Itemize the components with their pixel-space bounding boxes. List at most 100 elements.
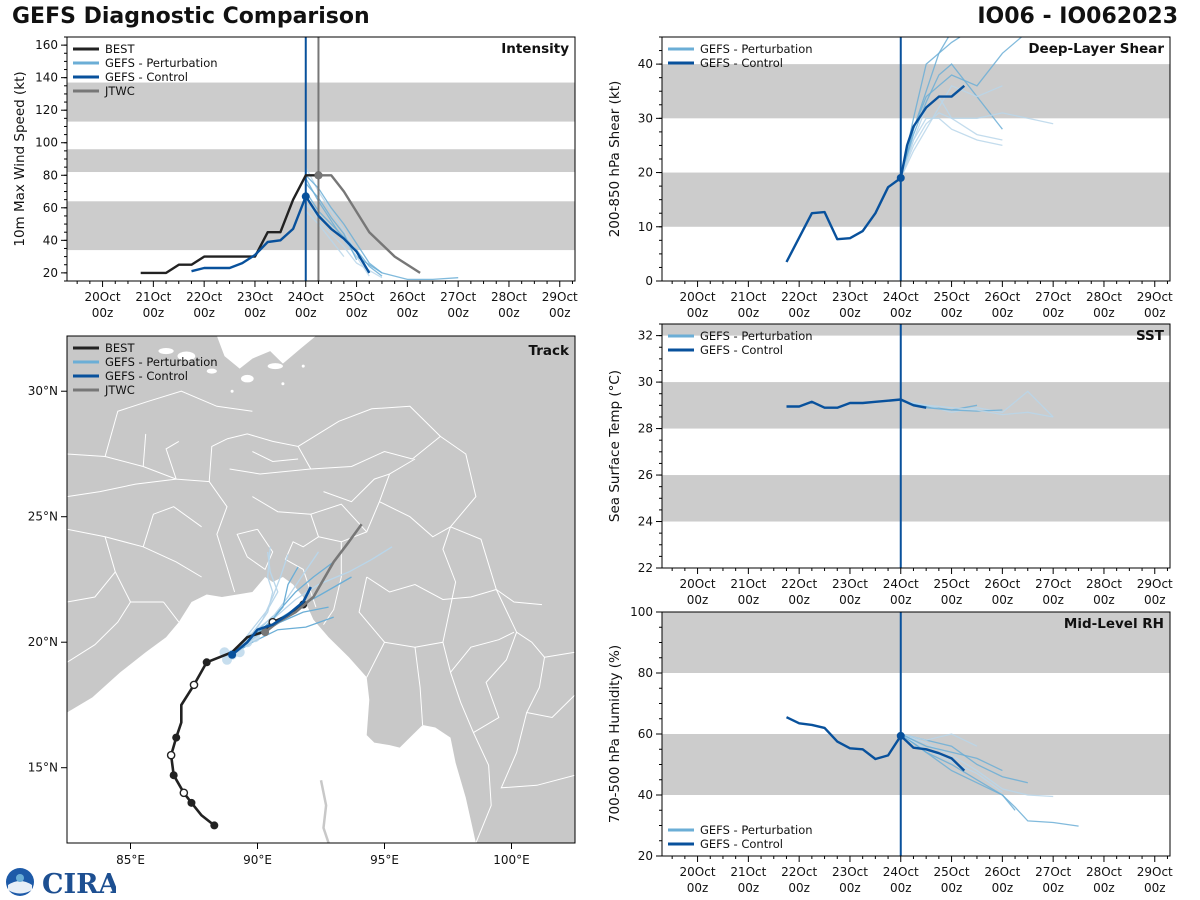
rh-x-tick-label-hour: 00z [839, 881, 861, 895]
rh-band-1 [662, 612, 1170, 673]
legend-label-best: BEST [105, 341, 135, 355]
rh-x-tick-label-date: 22Oct [781, 865, 817, 879]
intensity-x-tick-label-hour: 00z [549, 306, 571, 320]
intensity-x-tick-label-date: 20Oct [85, 290, 121, 304]
intensity-panel: 20Oct 00z 21Oct 00z 22Oct 00z 23Oct 00z 24Oct 00z… [12, 36, 578, 320]
intensity-y-tick-label: 100 [35, 136, 58, 150]
admin-border [440, 435, 543, 606]
bay-of-bengal-water [67, 577, 476, 843]
lake [158, 348, 174, 355]
rh-y-tick-label: 20 [638, 849, 653, 863]
sst-x-tick-label-date: 24Oct [883, 577, 919, 591]
intensity-x-tick-label-date: 27Oct [440, 290, 476, 304]
admin-border [358, 576, 386, 678]
track-series-best-marker-open [166, 750, 176, 760]
admin-border [142, 506, 202, 547]
track-series-best-marker [169, 771, 178, 780]
admin-border [165, 440, 180, 480]
admin-border [142, 433, 147, 467]
intensity-x-tick-label-date: 29Oct [542, 290, 578, 304]
shear-panel: 20Oct 00z 21Oct 00z 22Oct 00z 23Oct 00z 24Oct 00z… [607, 36, 1173, 320]
shear-x-tick-label-hour: 00z [1042, 306, 1064, 320]
sst-y-tick-label: 30 [638, 375, 653, 389]
sst-x-tick-label-hour: 00z [1093, 593, 1115, 607]
rh-plot-area [662, 612, 1170, 856]
shear-x-tick-label-hour: 00z [1093, 306, 1115, 320]
intensity-x-tick-label-hour: 00z [193, 306, 215, 320]
rh-ensemble-member [900, 733, 978, 747]
shear-x-tick-label-date: 27Oct [1035, 290, 1071, 304]
intensity-y-tick-label: 40 [43, 233, 58, 247]
legend-label-gefs-perturbation: GEFS - Perturbation [700, 823, 813, 837]
admin-border [67, 571, 116, 603]
sst-frame [661, 323, 1171, 569]
intensity-plot-area [67, 37, 575, 281]
sst-x-tick-label-date: 28Oct [1086, 577, 1122, 591]
intensity-x-tick-label-hour: 00z [92, 306, 114, 320]
intensity-x-tick-label-hour: 00z [143, 306, 165, 320]
lake [206, 368, 217, 374]
track-y-tick-label: 20°N [28, 635, 58, 649]
sst-y-axis-label: Sea Surface Temp (°C) [607, 370, 623, 522]
sst-y-tick-label: 24 [638, 515, 653, 529]
shear-x-tick-label-date: 24Oct [883, 290, 919, 304]
intensity-x-tick-label-hour: 00z [244, 306, 266, 320]
legend-label-gefs-perturbation: GEFS - Perturbation [700, 329, 813, 343]
rh-x-tick-label-date: 27Oct [1035, 865, 1071, 879]
legend-label-gefs-control: GEFS - Control [700, 343, 783, 357]
rh-series-gefs-control-marker [896, 731, 905, 740]
shear-ensemble-member [900, 84, 1003, 179]
rh-y-axis-label: 700-500 hPa Humidity (%) [607, 645, 623, 823]
track-x-tick-label: 100°E [493, 853, 530, 867]
track-x-tick-label: 85°E [116, 853, 145, 867]
admin-border [67, 601, 131, 663]
shear-x-tick-label-hour: 00z [687, 306, 709, 320]
rh-x-tick-label-hour: 00z [941, 881, 963, 895]
cira-logo: CIRA [6, 868, 116, 898]
sst-x-tick-label-date: 29Oct [1137, 577, 1173, 591]
sst-x-tick-label-date: 25Oct [934, 577, 970, 591]
admin-border [500, 712, 575, 789]
admin-border [442, 526, 457, 643]
shear-x-tick-label-hour: 00z [992, 306, 1014, 320]
rh-panel-label: Mid-Level RH [1064, 616, 1164, 632]
admin-border [318, 536, 342, 625]
shear-plot-area [662, 37, 1170, 281]
track-series-gefs-control [231, 586, 312, 656]
shear-x-tick-label-hour: 00z [738, 306, 760, 320]
shear-x-tick-label-hour: 00z [941, 306, 963, 320]
admin-border [104, 390, 253, 457]
admin-border [379, 501, 451, 538]
admin-border [163, 601, 180, 623]
lake [301, 364, 305, 368]
admin-border [67, 478, 177, 498]
sst-x-tick-label-hour: 00z [738, 593, 760, 607]
rh-x-tick-label-date: 26Oct [984, 865, 1020, 879]
lake [230, 389, 234, 393]
shear-x-tick-label-date: 21Oct [730, 290, 766, 304]
intensity-y-tick-label: 160 [35, 38, 58, 52]
track-y-tick-label: 25°N [28, 510, 58, 524]
rh-x-tick-label-hour: 00z [1144, 881, 1166, 895]
legend-label-gefs-perturbation: GEFS - Perturbation [700, 42, 813, 56]
shear-x-tick-label-hour: 00z [788, 306, 810, 320]
intensity-series-gefs-control-marker [301, 192, 310, 201]
lake [281, 382, 285, 386]
intensity-y-tick-label: 120 [35, 103, 58, 117]
sst-x-tick-label-date: 21Oct [730, 577, 766, 591]
sst-x-tick-label-date: 27Oct [1035, 577, 1071, 591]
shear-y-tick-label: 40 [638, 57, 653, 71]
sst-band-0 [662, 475, 1170, 522]
admin-border [449, 631, 515, 843]
shear-y-axis-label: 200-850 hPa Shear (kt) [607, 81, 623, 238]
lake [177, 351, 196, 361]
shear-ensemble-member [900, 37, 962, 179]
shear-x-tick-label-date: 26Oct [984, 290, 1020, 304]
track-series-gefs-control-marker [228, 650, 237, 659]
track-panel-label: Track [529, 343, 570, 359]
shear-x-tick-label-date: 29Oct [1137, 290, 1173, 304]
lake [154, 374, 158, 378]
intensity-series-gefs-control [191, 195, 371, 274]
intensity-band-1 [67, 149, 575, 173]
admin-border [384, 641, 451, 673]
